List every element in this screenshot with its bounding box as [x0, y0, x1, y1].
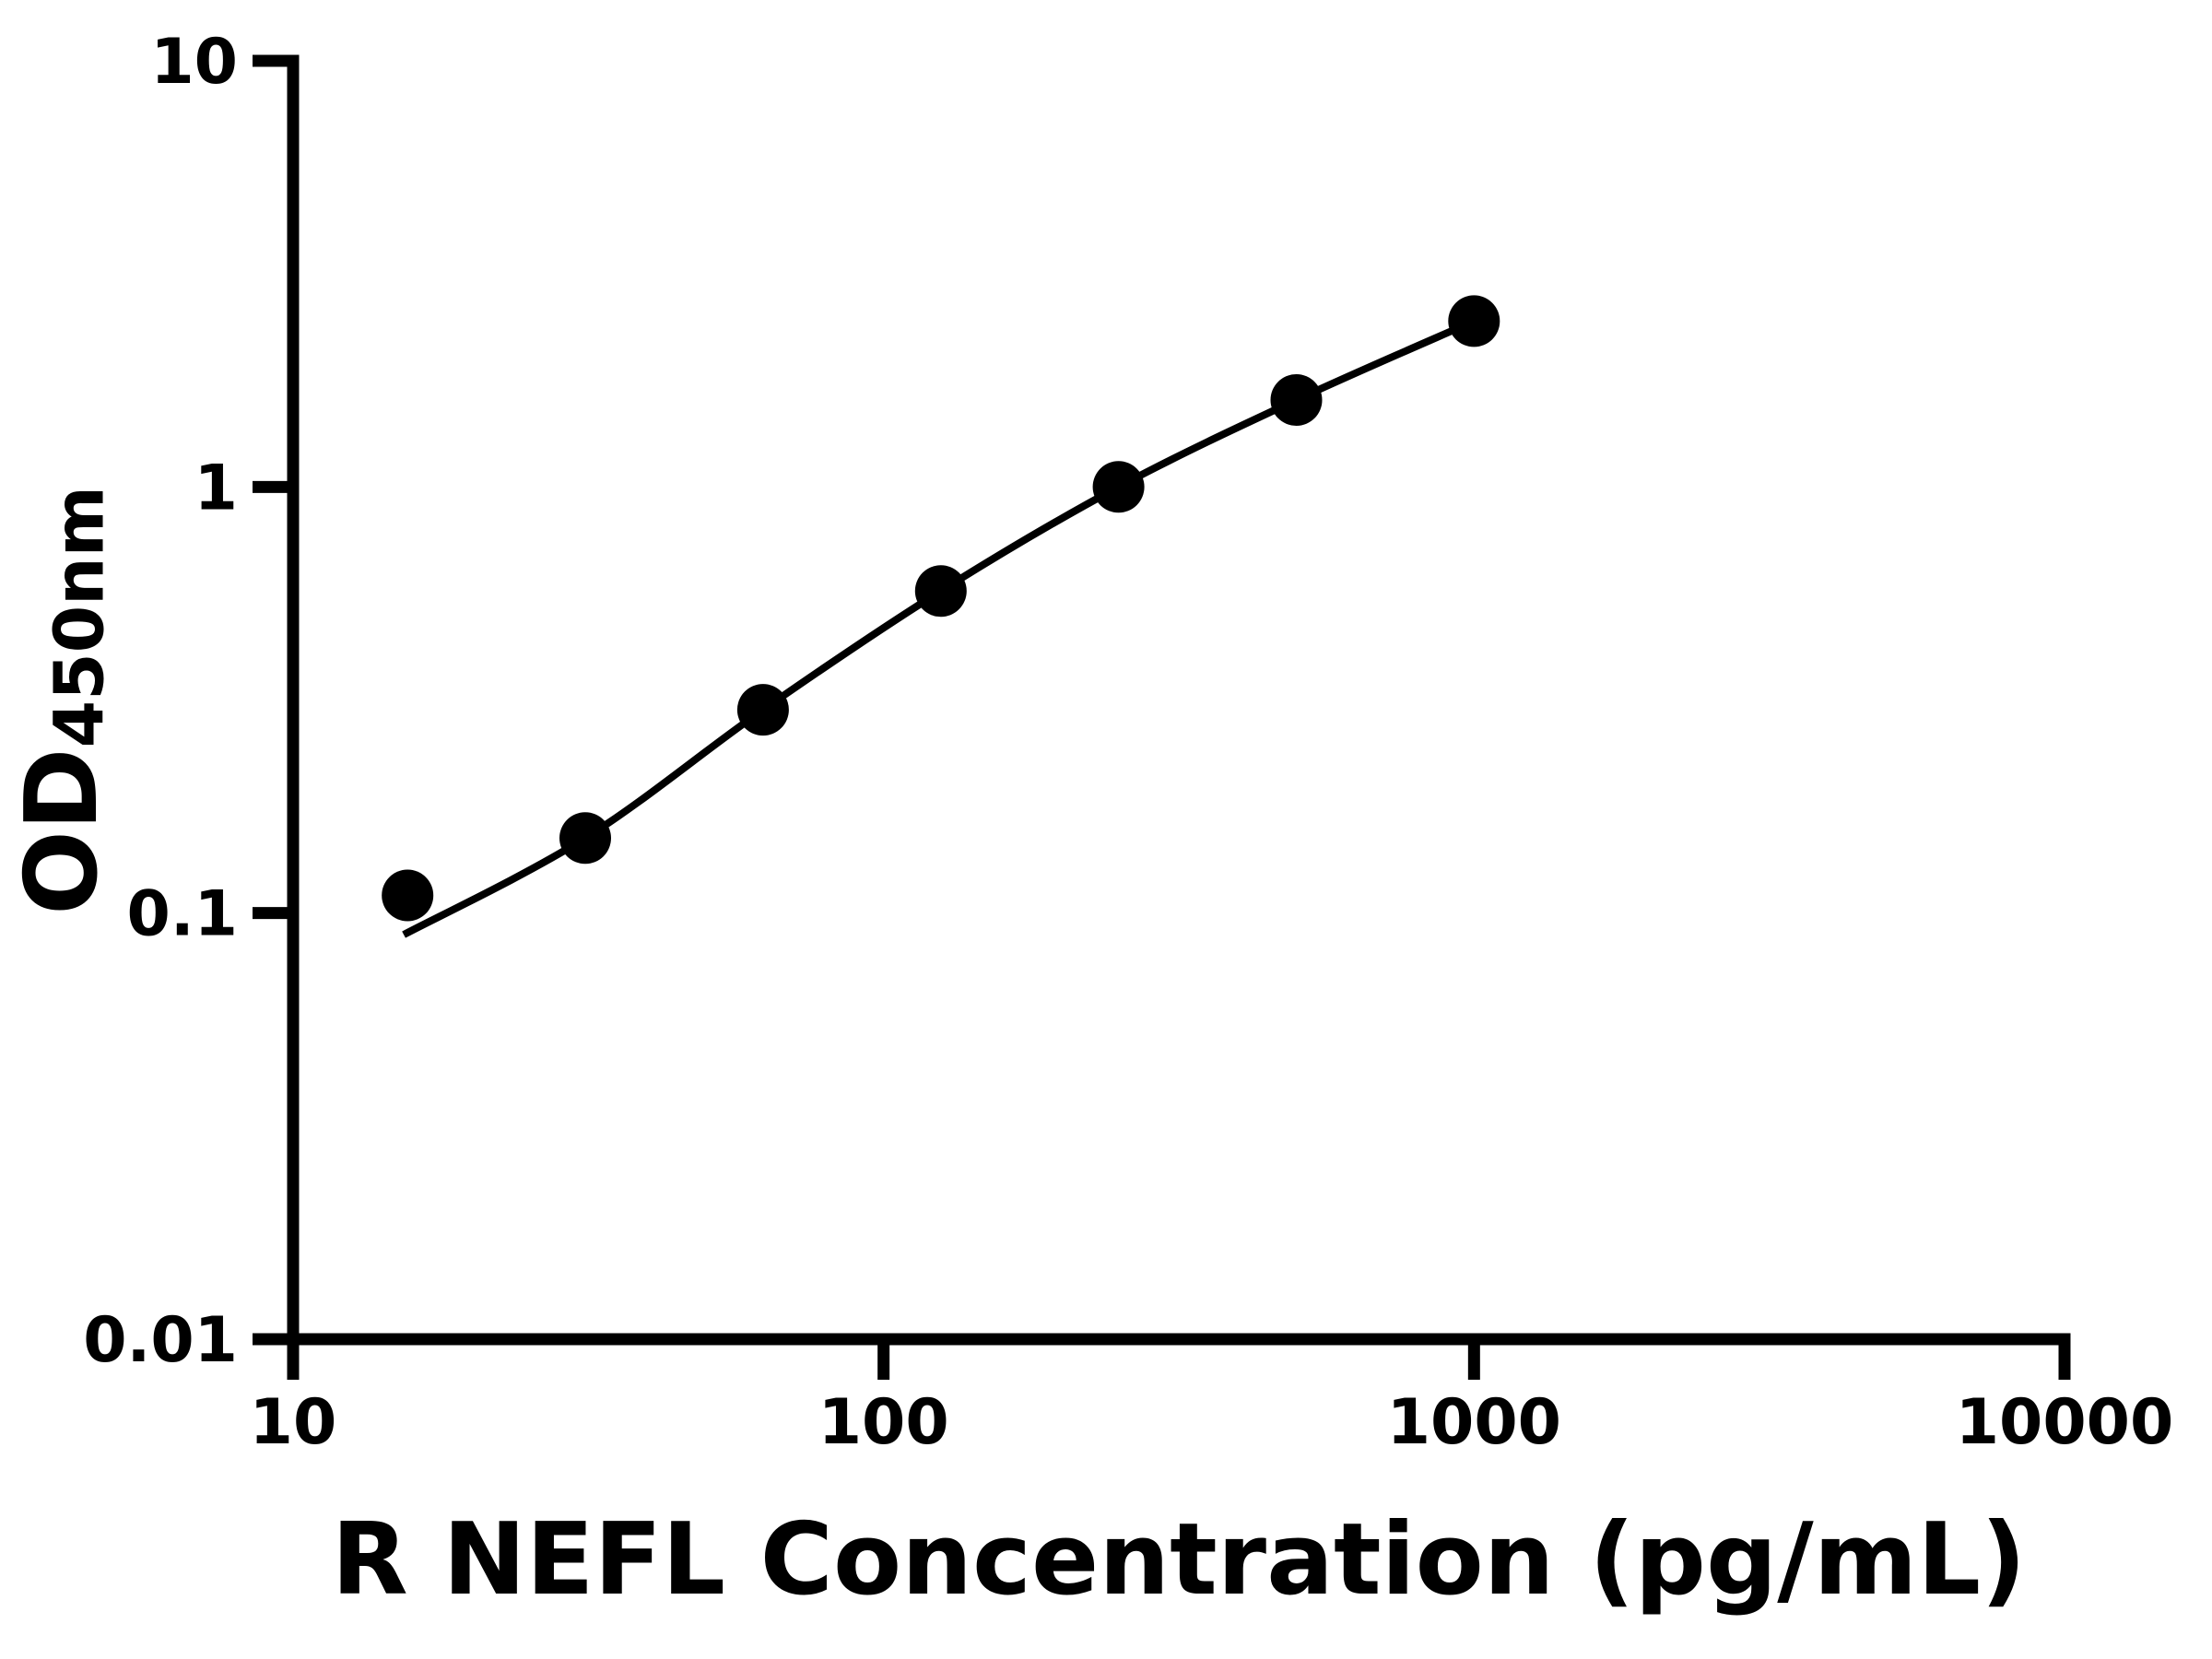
x-tick-label: 10 — [250, 1386, 337, 1459]
y-tick-label: 0.1 — [127, 878, 238, 951]
data-point-marker — [382, 869, 434, 922]
data-point-marker — [1448, 295, 1500, 347]
data-point-marker — [1092, 461, 1145, 513]
x-tick-label: 10000 — [1956, 1386, 2174, 1459]
y-tick-label: 0.01 — [83, 1304, 238, 1377]
y-axis-title-base: OD — [5, 747, 120, 915]
data-point-marker — [1270, 374, 1323, 426]
y-axis-title: OD450nm — [5, 147, 143, 1253]
data-point-marker — [736, 684, 789, 736]
x-tick-label: 1000 — [1387, 1386, 1561, 1459]
x-tick-label: 100 — [818, 1386, 949, 1459]
x-axis-title: R NEFL Concentration (pg/mL) — [331, 1502, 2027, 1618]
y-axis-title-subscript: 450nm — [40, 486, 120, 748]
y-tick-label: 10 — [150, 26, 238, 99]
axis-spine — [287, 54, 2071, 1346]
data-point-marker — [559, 812, 611, 865]
data-point-marker — [914, 565, 967, 618]
y-tick-label: 1 — [194, 452, 238, 524]
